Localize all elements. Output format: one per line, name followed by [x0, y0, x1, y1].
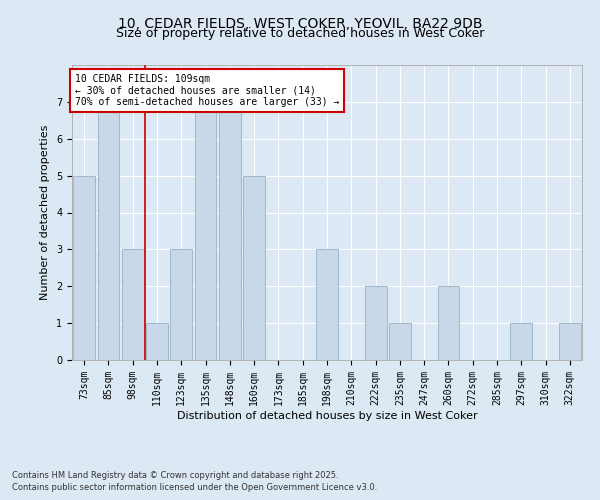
Bar: [97, 102, 119, 360]
Bar: [365, 286, 386, 360]
Text: Contains public sector information licensed under the Open Government Licence v3: Contains public sector information licen…: [12, 484, 377, 492]
Bar: [194, 102, 217, 360]
Bar: [511, 323, 532, 360]
Text: 10, CEDAR FIELDS, WEST COKER, YEOVIL, BA22 9DB: 10, CEDAR FIELDS, WEST COKER, YEOVIL, BA…: [118, 18, 482, 32]
Bar: [437, 286, 460, 360]
Bar: [243, 176, 265, 360]
Text: Contains HM Land Registry data © Crown copyright and database right 2025.: Contains HM Land Registry data © Crown c…: [12, 471, 338, 480]
Bar: [170, 250, 192, 360]
Bar: [122, 250, 143, 360]
Bar: [559, 323, 581, 360]
Bar: [73, 176, 95, 360]
Bar: [146, 323, 168, 360]
Y-axis label: Number of detached properties: Number of detached properties: [40, 125, 50, 300]
Bar: [219, 102, 241, 360]
Bar: [389, 323, 411, 360]
Bar: [316, 250, 338, 360]
X-axis label: Distribution of detached houses by size in West Coker: Distribution of detached houses by size …: [176, 410, 478, 420]
Text: Size of property relative to detached houses in West Coker: Size of property relative to detached ho…: [116, 28, 484, 40]
Text: 10 CEDAR FIELDS: 109sqm
← 30% of detached houses are smaller (14)
70% of semi-de: 10 CEDAR FIELDS: 109sqm ← 30% of detache…: [74, 74, 339, 107]
